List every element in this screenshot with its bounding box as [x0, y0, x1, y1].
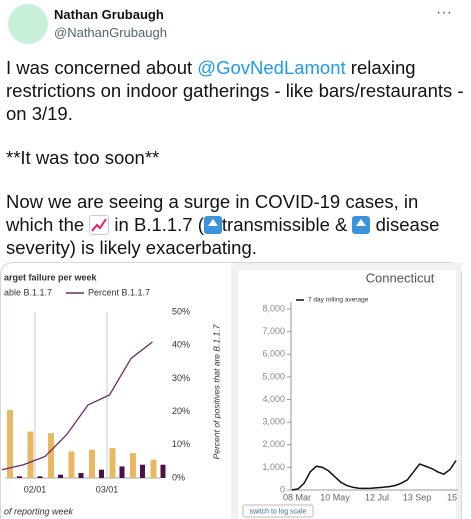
- bar: [68, 451, 75, 478]
- mention[interactable]: @GovNedLamont: [197, 57, 346, 78]
- text: I was concerned about: [6, 57, 198, 78]
- legend-label: Percent B.1.1.7: [88, 287, 150, 297]
- rolling-line: [291, 460, 457, 491]
- bar: [150, 459, 157, 478]
- x-tick-label: 08 Mar: [283, 492, 311, 502]
- y-tick-label: 5,000: [262, 371, 285, 381]
- log-button[interactable]: [242, 504, 314, 518]
- y-tick-label: 6,000: [262, 349, 285, 359]
- bar: [140, 464, 145, 478]
- y-tick-label: 50%: [172, 306, 190, 316]
- x-tick-label: 13 Sep: [403, 492, 432, 502]
- text: Now we are seeing a surge in COVID-19 ca…: [6, 191, 419, 235]
- text: disease severity) is likely exacerbating…: [6, 214, 440, 258]
- tweet-text: I was concerned about @GovNedLamont rela…: [6, 56, 464, 280]
- y-tick-label: 10%: [172, 439, 190, 449]
- paragraph: Now we are seeing a surge in COVID-19 ca…: [6, 190, 464, 259]
- bar: [78, 473, 84, 478]
- bar: [160, 464, 166, 478]
- y-tick-label: 30%: [172, 373, 190, 383]
- text: in B.1.1.7 (: [109, 214, 204, 235]
- bar: [109, 448, 116, 478]
- legend-label: able B.1.1.7: [4, 287, 52, 297]
- x-label: 03/01: [96, 484, 119, 494]
- media: arget failure per week able B.1.1.7 Percen…: [0, 262, 462, 519]
- bar: [37, 476, 43, 478]
- bar: [27, 431, 34, 478]
- y-tick-label: 20%: [172, 406, 190, 416]
- x-label: 02/01: [24, 484, 47, 494]
- y-tick-label: 0%: [172, 472, 185, 482]
- y-tick-label: 2,000: [262, 439, 285, 449]
- emoji: [89, 215, 110, 235]
- y-tick-label: 40%: [172, 340, 190, 350]
- y-tick-label: 0: [280, 484, 285, 494]
- x-axis-label: of reporting week: [4, 506, 74, 516]
- author-name[interactable]: Nathan Grubaugh: [54, 7, 164, 22]
- paragraph: **It was too soon**: [6, 147, 160, 168]
- right-card: [238, 270, 456, 519]
- bar: [7, 409, 13, 478]
- bar: [17, 476, 22, 478]
- legend-label: 7 day rolling average: [308, 297, 369, 304]
- y-tick-label: 7,000: [262, 326, 285, 336]
- emoji: [352, 216, 371, 234]
- y-axis-label: Percent of positives that are B.1.1.7: [211, 324, 221, 459]
- bar: [58, 474, 63, 478]
- more-button[interactable]: ···: [436, 4, 452, 21]
- log-button-label: switch to log scale: [250, 508, 307, 515]
- paragraph: I was concerned about @GovNedLamont rela…: [6, 56, 464, 125]
- bar: [130, 453, 136, 478]
- y-tick-label: 3,000: [262, 417, 285, 427]
- x-tick-label: 12 Jul: [365, 492, 389, 502]
- x-tick-label: 10 May: [320, 492, 350, 502]
- bar: [89, 449, 95, 478]
- bar: [119, 466, 125, 478]
- y-tick-label: 8,000: [262, 303, 285, 313]
- text: relaxing restrictions on indoor gatherin…: [6, 57, 464, 124]
- y-tick-label: 4,000: [262, 394, 285, 404]
- avatar: [8, 4, 48, 44]
- text: transmissible &: [221, 214, 353, 235]
- emoji: [203, 216, 222, 234]
- y-tick-label: 1,000: [262, 462, 285, 472]
- right-title: Connecticut: [366, 270, 435, 285]
- bar: [99, 469, 104, 478]
- percent-line: [1, 341, 153, 471]
- left-title: arget failure per week: [4, 272, 98, 282]
- bar: [48, 433, 54, 478]
- x-tick-label: 15: [447, 492, 457, 502]
- author-handle[interactable]: @NathanGrubaugh: [54, 25, 167, 40]
